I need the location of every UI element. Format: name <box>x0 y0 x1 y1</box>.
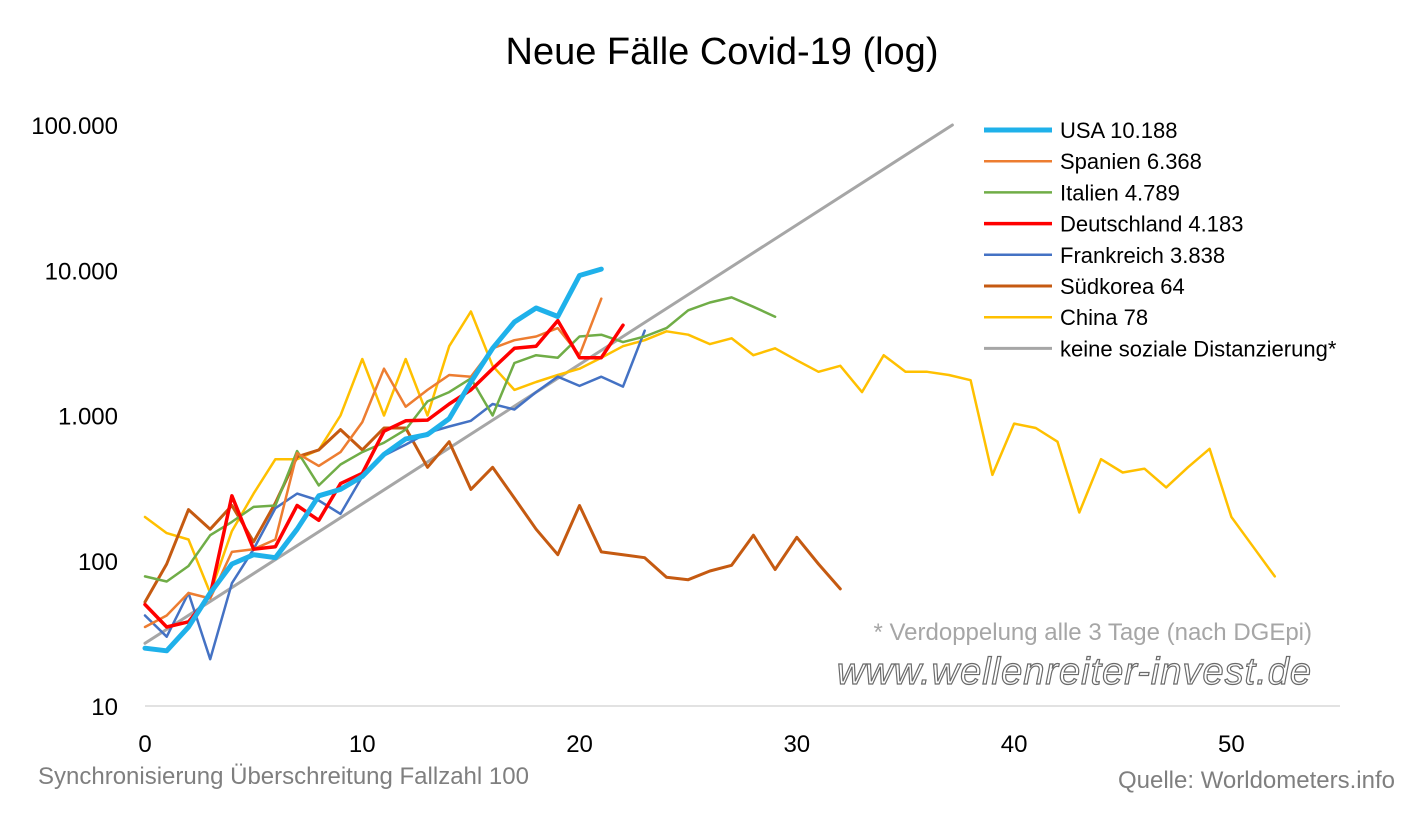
series-line-deutschland <box>143 318 625 629</box>
x-tick-label: 40 <box>1001 731 1028 758</box>
x-tick-label: 30 <box>783 731 810 758</box>
y-tick-label: 1.000 <box>58 404 118 431</box>
x-tick-label: 50 <box>1218 731 1245 758</box>
series-line-frankreich <box>143 329 646 661</box>
source-note: Quelle: Worldometers.info <box>1118 767 1395 794</box>
chart-annotation: * Verdoppelung alle 3 Tage (nach DGEpi) <box>873 619 1312 646</box>
y-tick-label: 100.000 <box>31 113 118 140</box>
legend-entry-label: USA 10.188 <box>1060 118 1177 143</box>
x-axis-label: Synchronisierung Überschreitung Fallzahl… <box>38 763 529 790</box>
legend-entry-label: Südkorea 64 <box>1060 274 1185 299</box>
watermark-text: www.wellenreiter-invest.de <box>837 651 1312 693</box>
legend-entry-label: Spanien 6.368 <box>1060 149 1202 174</box>
series-line-china <box>143 310 1277 595</box>
series-line-italien <box>143 296 777 583</box>
x-tick-label: 20 <box>566 731 593 758</box>
legend-entry-label: keine soziale Distanzierung* <box>1060 336 1337 361</box>
legend-entry-label: Frankreich 3.838 <box>1060 243 1225 268</box>
y-tick-label: 10.000 <box>45 258 118 285</box>
series-group <box>142 123 1277 661</box>
legend-entry-label: China 78 <box>1060 305 1148 330</box>
series-line-usa <box>142 266 604 654</box>
y-tick-label: 100 <box>78 549 118 576</box>
legend-entry-label: Italien 4.789 <box>1060 180 1180 205</box>
y-tick-label: 10 <box>91 694 118 721</box>
x-axis-ticks: 0 10 20 30 40 50 <box>138 731 1244 758</box>
x-tick-label: 10 <box>349 731 376 758</box>
series-line-s-dkorea <box>143 426 842 604</box>
x-tick-label: 0 <box>138 731 151 758</box>
chart-title: Neue Fälle Covid-19 (log) <box>506 31 939 73</box>
legend: USA 10.188 Spanien 6.368 Italien 4.789 Deut… <box>984 118 1337 361</box>
y-axis-ticks: 10 100 1.000 10.000 100.000 <box>31 113 118 721</box>
legend-entry-label: Deutschland 4.183 <box>1060 212 1243 237</box>
